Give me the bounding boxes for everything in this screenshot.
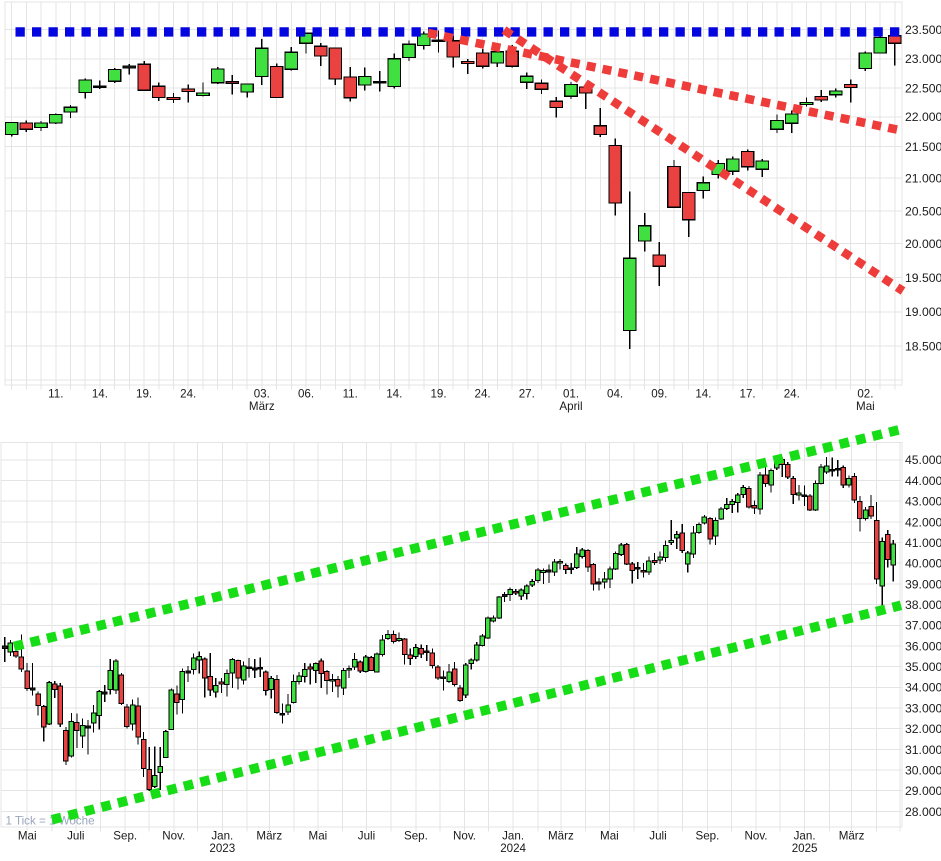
- svg-text:44.000: 44.000: [905, 474, 941, 488]
- svg-text:14.: 14.: [695, 387, 711, 400]
- svg-text:April: April: [559, 400, 582, 413]
- svg-text:23.500: 23.500: [905, 23, 941, 37]
- svg-text:11.: 11.: [48, 387, 63, 400]
- svg-text:21.500: 21.500: [905, 140, 941, 154]
- svg-text:34.000: 34.000: [905, 681, 941, 695]
- svg-text:Sep.: Sep.: [404, 829, 428, 842]
- svg-text:21.000: 21.000: [905, 171, 941, 185]
- svg-text:Mai: Mai: [18, 829, 37, 842]
- svg-text:Sep.: Sep.: [695, 829, 719, 842]
- svg-text:24.: 24.: [180, 387, 196, 400]
- svg-text:35.000: 35.000: [905, 660, 941, 674]
- svg-text:29.000: 29.000: [905, 784, 941, 798]
- svg-text:36.000: 36.000: [905, 639, 941, 653]
- svg-text:Mai: Mai: [600, 829, 619, 842]
- svg-text:38.000: 38.000: [905, 598, 941, 612]
- svg-text:19.500: 19.500: [905, 271, 941, 285]
- svg-text:Nov.: Nov.: [162, 829, 185, 842]
- svg-text:Sep.: Sep.: [113, 829, 137, 842]
- svg-text:39.000: 39.000: [905, 577, 941, 591]
- svg-text:02.: 02.: [857, 387, 873, 400]
- svg-text:März: März: [839, 829, 865, 842]
- svg-text:Nov.: Nov.: [745, 829, 768, 842]
- svg-text:19.000: 19.000: [905, 305, 941, 319]
- svg-text:18.500: 18.500: [905, 339, 941, 353]
- svg-text:14.: 14.: [92, 387, 108, 400]
- svg-text:19.: 19.: [430, 387, 446, 400]
- svg-text:19.: 19.: [136, 387, 152, 400]
- svg-text:Juli: Juli: [649, 829, 666, 842]
- svg-text:Jan.: Jan.: [502, 829, 524, 842]
- svg-text:24.: 24.: [475, 387, 491, 400]
- svg-text:11.: 11.: [343, 387, 358, 400]
- svg-text:23.000: 23.000: [905, 52, 941, 66]
- svg-text:22.000: 22.000: [905, 110, 941, 124]
- svg-text:2023: 2023: [209, 842, 235, 855]
- svg-text:41.000: 41.000: [905, 536, 941, 550]
- svg-text:45.000: 45.000: [905, 453, 941, 467]
- svg-text:20.500: 20.500: [905, 205, 941, 219]
- svg-text:09.: 09.: [651, 387, 667, 400]
- svg-text:2024: 2024: [500, 842, 526, 855]
- svg-text:40.000: 40.000: [905, 557, 941, 571]
- svg-text:März: März: [249, 400, 275, 413]
- svg-text:27.: 27.: [519, 387, 535, 400]
- svg-text:30.000: 30.000: [905, 764, 941, 778]
- svg-text:Jan.: Jan.: [211, 829, 233, 842]
- svg-text:Nov.: Nov.: [453, 829, 476, 842]
- svg-text:Juli: Juli: [358, 829, 375, 842]
- svg-text:1 Tick = 1 Woche: 1 Tick = 1 Woche: [6, 815, 95, 828]
- svg-text:31.000: 31.000: [905, 743, 941, 757]
- svg-text:24.: 24.: [784, 387, 800, 400]
- svg-text:06.: 06.: [298, 387, 314, 400]
- svg-text:01.: 01.: [563, 387, 579, 400]
- svg-text:März: März: [548, 829, 574, 842]
- svg-text:Juli: Juli: [67, 829, 84, 842]
- svg-text:20.000: 20.000: [905, 237, 941, 251]
- svg-text:37.000: 37.000: [905, 619, 941, 633]
- svg-text:33.000: 33.000: [905, 701, 941, 715]
- svg-text:42.000: 42.000: [905, 515, 941, 529]
- svg-text:Mai: Mai: [309, 829, 328, 842]
- svg-text:04.: 04.: [607, 387, 623, 400]
- svg-text:Mai: Mai: [856, 400, 875, 413]
- svg-text:März: März: [256, 829, 282, 842]
- svg-text:32.000: 32.000: [905, 722, 941, 736]
- svg-text:03.: 03.: [254, 387, 270, 400]
- svg-text:22.500: 22.500: [905, 81, 941, 95]
- svg-text:17.: 17.: [740, 387, 756, 400]
- svg-text:2025: 2025: [792, 842, 818, 855]
- svg-text:28.000: 28.000: [905, 805, 941, 819]
- svg-text:14.: 14.: [386, 387, 402, 400]
- svg-text:Jan.: Jan.: [794, 829, 816, 842]
- svg-text:43.000: 43.000: [905, 495, 941, 509]
